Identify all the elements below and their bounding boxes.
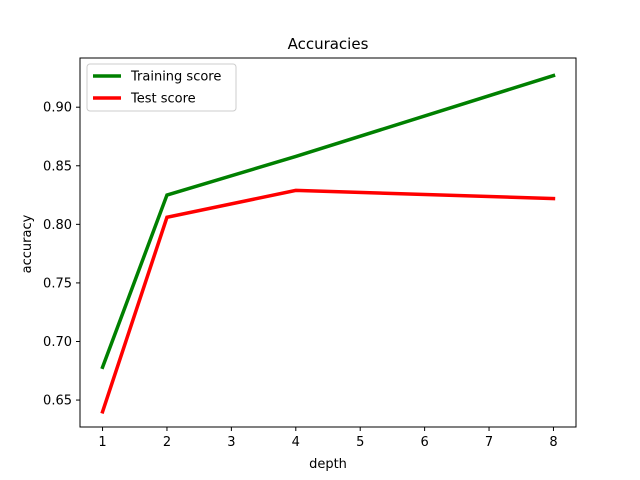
y-axis-label: accuracy (20, 214, 35, 273)
y-tick-label: 0.75 (43, 276, 72, 291)
chart-title: Accuracies (288, 35, 369, 53)
x-axis-label: depth (309, 457, 347, 472)
x-tick-label: 2 (163, 435, 171, 450)
y-tick-label: 0.90 (43, 101, 72, 116)
y-tick-label: 0.80 (43, 218, 72, 233)
y-tick-label: 0.70 (43, 335, 72, 350)
x-axis-ticks: 1 2 3 4 5 6 7 8 (98, 427, 558, 450)
x-tick-label: 6 (420, 435, 428, 450)
y-axis-ticks: 0.65 0.70 0.75 0.80 0.85 0.90 (43, 101, 80, 409)
series-line-test-score (100, 188, 556, 414)
x-tick-label: 4 (292, 435, 300, 450)
legend-label: Training score (130, 70, 221, 85)
x-tick-label: 7 (485, 435, 493, 450)
legend-box (86, 63, 237, 112)
x-tick-label: 8 (549, 435, 557, 450)
y-tick-label: 0.65 (43, 394, 72, 409)
x-tick-label: 5 (356, 435, 364, 450)
legend: Training score Test score (86, 63, 237, 112)
y-tick-label: 0.85 (43, 159, 72, 174)
plot-frame (79, 57, 577, 428)
legend-label: Test score (130, 92, 196, 107)
series-lines (100, 73, 556, 414)
series-line-training-score (100, 73, 556, 370)
x-tick-label: 3 (227, 435, 235, 450)
x-tick-label: 1 (98, 435, 106, 450)
